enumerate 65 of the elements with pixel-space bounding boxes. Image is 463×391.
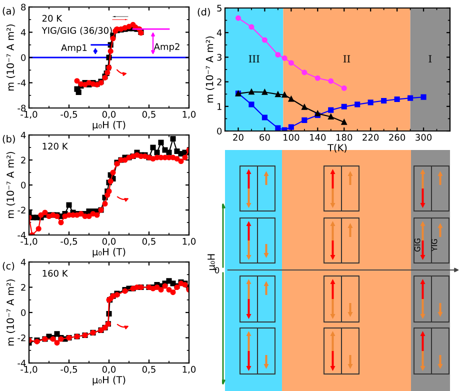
annotation: Amp1: [61, 44, 87, 53]
y-axis-title: m (10⁻⁷ A m²): [6, 24, 16, 90]
y-tick-label: 2: [21, 284, 26, 291]
y-tick-label: 0: [217, 128, 222, 135]
x-tick-label: -0,5: [60, 238, 78, 246]
text: (d): [198, 8, 210, 17]
y-tick-label: 4: [20, 29, 26, 36]
x-tick-label: 140: [310, 134, 326, 141]
band-label: II: [343, 55, 350, 62]
x-tick-label: 0,5: [142, 366, 156, 374]
y-axis-title: m (10⁻⁷ A m²): [6, 152, 16, 218]
annotation: 120 K: [42, 142, 68, 150]
x-tick-label: 100: [284, 134, 300, 141]
x-axis-title: μ₀H (T): [92, 248, 126, 258]
annotation: YIG/GIG (36/30): [42, 26, 112, 35]
x-tick-label: 60: [260, 134, 270, 141]
x-tick-label: 1,0: [182, 366, 196, 374]
text: μ₀H: [208, 254, 217, 270]
y-tick-label: 5: [217, 4, 222, 12]
x-tick-label: -1,0: [20, 238, 38, 246]
y-tick-label: -4: [18, 232, 26, 238]
y-tick-label: -2: [18, 334, 26, 342]
y-tick-label: -4: [18, 80, 26, 86]
y-tick-label: -2: [18, 206, 26, 214]
x-tick-label: 20: [233, 134, 244, 141]
band-label: I: [428, 55, 432, 62]
x-axis-title: μ₀H (T): [92, 120, 126, 130]
y-tick-label: 1: [217, 103, 222, 110]
x-tick-label: -0,5: [60, 110, 78, 119]
y-tick-label: 2: [21, 156, 26, 164]
annotation: 20 K: [42, 14, 62, 22]
text: (c): [2, 262, 14, 271]
x-tick-label: 0,5: [142, 110, 156, 119]
y-axis-title: m (10⁻⁷ A m²): [206, 36, 214, 102]
x-tick-label: 0,0: [102, 238, 116, 246]
x-tick-label: 1,0: [182, 110, 196, 119]
y-tick-label: 0: [21, 54, 26, 62]
x-tick-label: 1,0: [182, 238, 196, 246]
text: (b): [2, 135, 15, 144]
x-tick-label: 300: [416, 134, 432, 141]
text: (a): [2, 7, 15, 16]
x-tick-label: 180: [336, 134, 352, 141]
y-tick-label: -8: [18, 104, 26, 112]
x-tick-label: 0,0: [102, 366, 116, 374]
x-tick-label: 220: [362, 134, 379, 141]
x-tick-label: 260: [389, 134, 406, 141]
x-tick-label: 0,5: [142, 238, 156, 246]
y-tick-label: 4: [216, 29, 222, 36]
y-tick-label: 4: [20, 258, 26, 266]
y-tick-label: -4: [18, 360, 26, 366]
annotation: 160 K: [42, 270, 68, 277]
y-tick-label: 8: [21, 4, 26, 11]
x-tick-label: 0,0: [102, 110, 116, 119]
y-tick-label: 3: [217, 54, 222, 61]
y-tick-label: 4: [20, 132, 26, 138]
x-tick-label: -1,0: [20, 110, 38, 119]
y-tick-label: 0: [21, 182, 26, 189]
x-tick-label: -0,5: [60, 366, 78, 374]
band-label: III: [248, 55, 260, 62]
y-tick-label: 0: [21, 309, 26, 316]
annotation: Amp2: [154, 43, 180, 52]
y-axis-title: m (10⁻⁷ A m²): [6, 279, 16, 346]
x-axis-title: μ₀H (T): [92, 376, 126, 386]
y-tick-label: 2: [217, 78, 222, 86]
x-tick-label: -1,0: [20, 366, 38, 374]
